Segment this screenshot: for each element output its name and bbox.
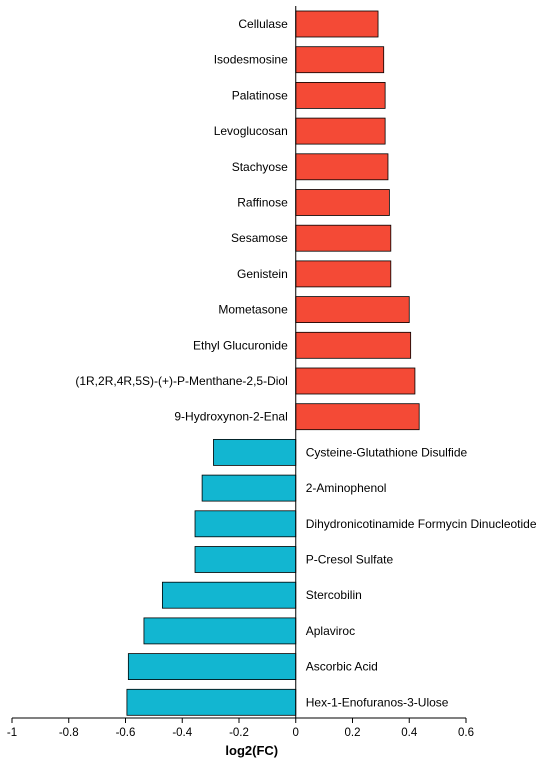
- bar-9: [295, 331, 412, 359]
- category-label-15: P-Cresol Sulfate: [306, 553, 394, 567]
- x-tick-label-7: 0.4: [401, 727, 418, 739]
- x-axis-ticks: -1 -0.8 -0.6 -0.4 -0.2 0 0.2 0.4 0.6: [7, 718, 474, 739]
- bar-8: [295, 296, 410, 324]
- bar-15: [194, 546, 297, 573]
- category-label-14: Dihydronicotinamide Formycin Dinucleotid…: [306, 517, 537, 531]
- x-tick-label-2: -0.6: [116, 727, 136, 739]
- bar-1: [295, 46, 385, 74]
- x-tick-label-3: -0.4: [172, 727, 192, 739]
- x-tick-label-8: 0.6: [458, 727, 474, 739]
- bar-16: [161, 581, 297, 609]
- x-tick-label-4: -0.2: [229, 727, 249, 739]
- bar-14: [194, 510, 297, 538]
- x-tick-label-1: -0.8: [59, 727, 79, 739]
- bar-18: [127, 653, 297, 680]
- x-tick-label-6: 0.2: [345, 727, 361, 739]
- category-label-3: Levoglucosan: [214, 124, 288, 138]
- bar-17: [143, 617, 297, 645]
- bar-2: [295, 82, 386, 109]
- bar-12: [213, 438, 297, 466]
- category-label-17: Aplaviroc: [306, 624, 355, 638]
- category-label-19: Hex-1-Enofuranos-3-Ulose: [306, 695, 449, 709]
- bar-19: [126, 688, 297, 716]
- x-axis-title: log2(FC): [225, 743, 278, 758]
- category-label-8: Mometasone: [218, 303, 288, 317]
- bar-13: [201, 474, 297, 502]
- x-tick-label-0: -1: [7, 727, 17, 739]
- category-label-2: Palatinose: [232, 88, 288, 102]
- category-label-9: Ethyl Glucuronide: [193, 338, 288, 352]
- category-label-6: Sesamose: [231, 231, 288, 245]
- bars-group: [126, 10, 420, 716]
- bar-0: [295, 10, 379, 38]
- bar-4: [295, 153, 389, 181]
- bar-7: [295, 260, 392, 288]
- category-labels: Cellulase Isodesmosine Palatinose Levogluco…: [75, 17, 536, 709]
- category-label-10: (1R,2R,4R,5S)-(+)-P-Menthane-2,5-Diol: [75, 374, 287, 388]
- x-tick-label-5: 0: [293, 727, 299, 739]
- category-label-18: Ascorbic Acid: [306, 660, 378, 674]
- bar-3: [295, 117, 386, 145]
- category-label-5: Raffinose: [237, 196, 288, 210]
- category-label-13: 2-Aminophenol: [306, 481, 387, 495]
- category-label-16: Stercobilin: [306, 588, 362, 602]
- bar-10: [295, 367, 416, 395]
- category-label-11: 9-Hydroxynon-2-Enal: [174, 410, 287, 424]
- bar-6: [295, 224, 392, 252]
- bar-11: [295, 403, 420, 431]
- category-label-7: Genistein: [237, 267, 288, 281]
- category-label-12: Cysteine-Glutathione Disulfide: [306, 445, 468, 459]
- bar-5: [295, 189, 390, 216]
- category-label-0: Cellulase: [238, 17, 288, 31]
- category-label-1: Isodesmosine: [214, 53, 288, 67]
- category-label-4: Stachyose: [232, 160, 288, 174]
